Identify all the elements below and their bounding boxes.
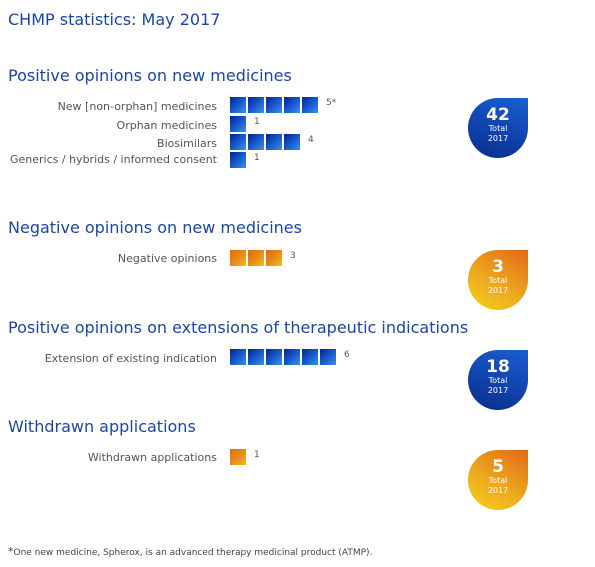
bar-unit (248, 97, 264, 113)
bar-unit (302, 97, 318, 113)
section-title-extensions: Positive opinions on extensions of thera… (8, 318, 469, 337)
bar-unit (230, 449, 246, 465)
bar-unit (230, 134, 246, 150)
row-label-new-non-orphan: New [non-orphan] medicines (57, 100, 217, 113)
total-value: 42 (486, 105, 510, 125)
total-label: Total (488, 376, 508, 385)
total-badge-extensions: 18 Total 2017 (468, 350, 528, 410)
bar-unit (266, 250, 282, 266)
total-year: 2017 (487, 486, 509, 495)
section-title-negative-new: Negative opinions on new medicines (8, 218, 302, 237)
total-value: 18 (486, 357, 510, 377)
total-badge-negative: 3 Total 2017 (468, 250, 528, 310)
value-label: 1 (254, 117, 260, 127)
value-label: 4 (308, 135, 314, 145)
bar-unit (248, 134, 264, 150)
bar-unit (230, 152, 246, 168)
value-label: 1 (254, 153, 260, 163)
total-year: 2017 (487, 286, 509, 295)
section-title-withdrawn: Withdrawn applications (8, 417, 196, 436)
value-label: 1 (254, 450, 260, 460)
bar-unit (266, 349, 282, 365)
total-value: 5 (492, 457, 504, 477)
footnote-text: One new medicine, Spherox, is an advance… (13, 548, 373, 558)
total-year: 2017 (487, 134, 509, 143)
bar-unit (248, 250, 264, 266)
bar-unit (284, 134, 300, 150)
total-year: 2017 (487, 386, 509, 395)
value-label: 5* (326, 98, 337, 108)
total-badge-withdrawn: 5 Total 2017 (468, 450, 528, 510)
footnote: *One new medicine, Spherox, is an advanc… (8, 545, 372, 558)
row-label-negative: Negative opinions (117, 252, 217, 265)
total-label: Total (488, 276, 508, 285)
total-badge-positive-new: 42 Total 2017 (468, 98, 528, 158)
total-value: 3 (492, 257, 504, 277)
bar-unit (248, 349, 264, 365)
bar-unit (302, 349, 318, 365)
total-label: Total (488, 476, 508, 485)
bar-unit (230, 250, 246, 266)
bar-unit (266, 97, 282, 113)
row-label-extension: Extension of existing indication (44, 352, 217, 365)
bar-unit (284, 97, 300, 113)
bar-unit (230, 97, 246, 113)
bar-unit (320, 349, 336, 365)
bar-unit (266, 134, 282, 150)
bar-unit (230, 116, 246, 132)
row-label-orphan: Orphan medicines (116, 119, 217, 132)
row-label-biosimilars: Biosimilars (157, 137, 217, 150)
section-title-positive-new: Positive opinions on new medicines (8, 66, 292, 85)
bar-unit (284, 349, 300, 365)
footnote-star: * (8, 545, 14, 558)
page-title: CHMP statistics: May 2017 (8, 10, 221, 29)
value-label: 6 (344, 350, 350, 360)
total-label: Total (488, 124, 508, 133)
row-label-withdrawn: Withdrawn applications (87, 451, 217, 464)
value-label: 3 (290, 251, 296, 261)
row-label-generics: Generics / hybrids / informed consent (10, 153, 217, 166)
bar-unit (230, 349, 246, 365)
